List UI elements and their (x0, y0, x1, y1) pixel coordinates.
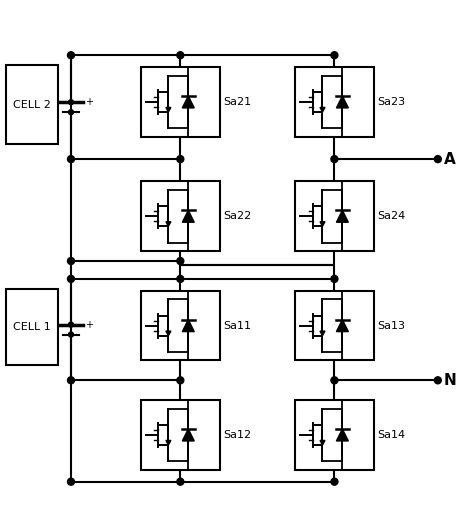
Bar (295, 67, 374, 137)
Text: A: A (444, 151, 456, 167)
Circle shape (331, 276, 338, 282)
Bar (295, 400, 374, 470)
Bar (295, 291, 374, 360)
Text: Sa23: Sa23 (377, 97, 405, 107)
Bar (295, 181, 374, 251)
Text: CELL 2: CELL 2 (13, 100, 51, 110)
Circle shape (67, 156, 74, 163)
Circle shape (177, 258, 184, 265)
Polygon shape (337, 429, 348, 441)
Circle shape (331, 156, 338, 163)
Circle shape (69, 332, 73, 337)
Polygon shape (320, 222, 325, 226)
Text: N: N (444, 373, 456, 388)
Circle shape (67, 276, 74, 282)
Bar (6, 65, 58, 144)
Polygon shape (166, 331, 171, 336)
Circle shape (177, 478, 184, 485)
Polygon shape (182, 210, 194, 222)
Text: CELL 1: CELL 1 (13, 322, 51, 332)
Circle shape (331, 377, 338, 384)
Polygon shape (320, 440, 325, 445)
Text: Sa14: Sa14 (377, 430, 405, 440)
Text: Sa13: Sa13 (377, 321, 405, 331)
Bar (141, 181, 220, 251)
Bar (141, 291, 220, 360)
Circle shape (67, 52, 74, 59)
Circle shape (434, 156, 441, 163)
Polygon shape (166, 222, 171, 226)
Polygon shape (337, 320, 348, 331)
Polygon shape (182, 96, 194, 108)
Text: +: + (85, 97, 93, 107)
Text: Sa11: Sa11 (223, 321, 251, 331)
Circle shape (69, 100, 73, 105)
Text: Sa24: Sa24 (377, 211, 405, 221)
Text: VDC: VDC (26, 102, 50, 112)
Polygon shape (337, 96, 348, 108)
Text: Sa12: Sa12 (223, 430, 251, 440)
Circle shape (177, 377, 184, 384)
Circle shape (69, 109, 73, 115)
Circle shape (67, 478, 74, 485)
Circle shape (331, 478, 338, 485)
Polygon shape (166, 440, 171, 445)
Polygon shape (182, 429, 194, 441)
Circle shape (177, 276, 184, 282)
Text: Sa21: Sa21 (223, 97, 251, 107)
Bar (6, 289, 58, 366)
Polygon shape (182, 320, 194, 331)
Bar (141, 400, 220, 470)
Circle shape (177, 52, 184, 59)
Circle shape (67, 258, 74, 265)
Text: Sa22: Sa22 (223, 211, 251, 221)
Polygon shape (337, 210, 348, 222)
Circle shape (177, 156, 184, 163)
Circle shape (69, 322, 73, 327)
Circle shape (67, 377, 74, 384)
Polygon shape (320, 331, 325, 336)
Polygon shape (166, 107, 171, 112)
Circle shape (434, 377, 441, 384)
Circle shape (331, 52, 338, 59)
Text: +: + (85, 320, 93, 330)
Polygon shape (320, 107, 325, 112)
Text: VDC: VDC (26, 325, 50, 335)
Bar (141, 67, 220, 137)
